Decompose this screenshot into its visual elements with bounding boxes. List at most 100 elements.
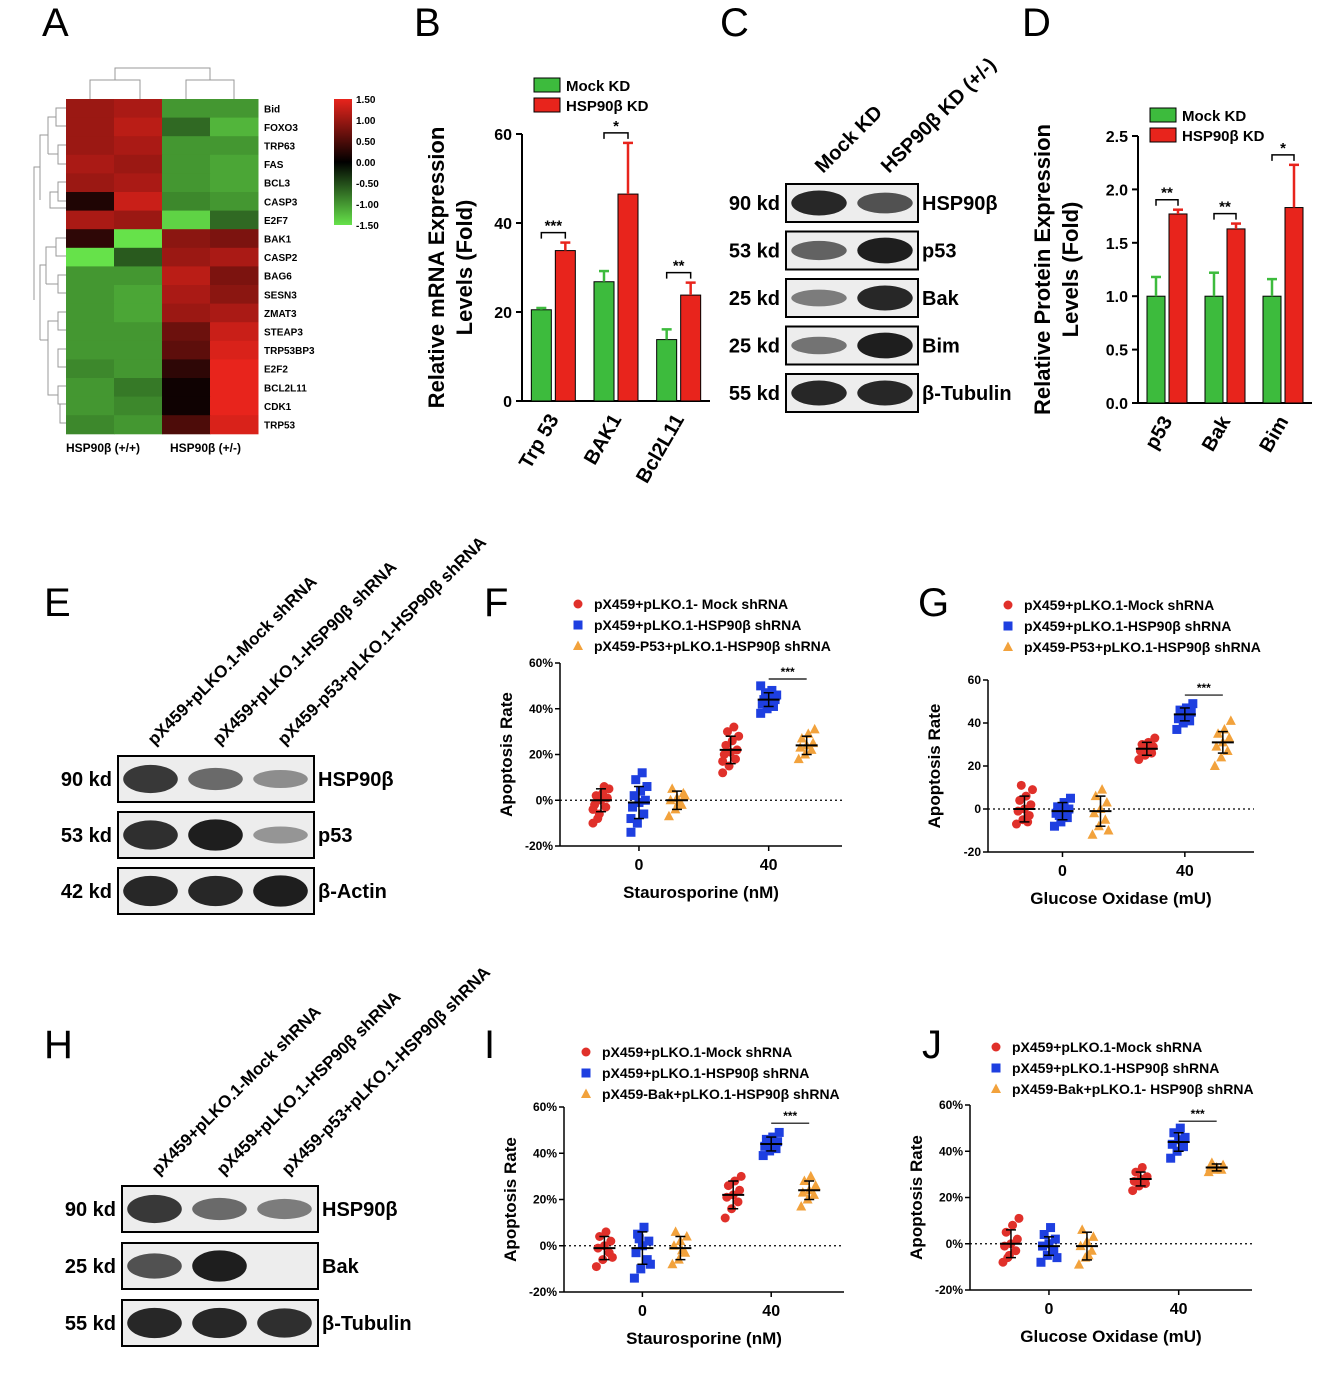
heatmap-cell	[162, 210, 211, 230]
significance-bracket	[1271, 154, 1295, 161]
legend-swatch	[533, 77, 561, 93]
y-tick-label: 40%	[529, 702, 553, 716]
panel-letter-d: D	[1022, 1, 1051, 45]
x-axis-label: Staurosporine (nM)	[626, 1329, 782, 1348]
legend-swatch	[1149, 107, 1177, 123]
data-point	[601, 1227, 611, 1237]
x-tick-label: 40	[760, 857, 778, 874]
data-point	[607, 1252, 617, 1262]
y-tick-label: 2.0	[1106, 182, 1128, 199]
data-point	[1073, 1259, 1084, 1269]
blot-size-label: 90 kd	[729, 193, 780, 215]
data-point	[1011, 819, 1021, 829]
blot-band	[188, 875, 243, 907]
data-point	[1056, 817, 1066, 827]
bar	[680, 294, 702, 402]
data-point	[1172, 724, 1182, 734]
significance-bracket	[1155, 198, 1179, 206]
data-point	[670, 1226, 681, 1236]
data-point	[1209, 760, 1220, 770]
blot-protein-label: HSP90β	[322, 1199, 398, 1221]
heatmap-cell	[114, 247, 163, 267]
heatmap-cell	[66, 378, 115, 398]
data-point	[636, 786, 646, 796]
y-tick-label: 0.0	[1106, 396, 1128, 413]
bar	[530, 309, 552, 402]
blot-band	[192, 1307, 247, 1339]
y-tick-label: 40	[968, 716, 982, 730]
data-point	[633, 1229, 643, 1239]
significance-label: ***	[783, 1109, 797, 1123]
blot-band	[791, 240, 847, 261]
data-point	[642, 1255, 652, 1265]
blot-band	[188, 767, 243, 791]
data-point	[720, 1213, 730, 1223]
bar-chart-b: 0 20 40 60 *** Trp 53 * BAK1 ** Bcl2L11 Relative m…	[424, 77, 710, 487]
legend-label: HSP90β KD	[566, 98, 649, 115]
heatmap-cell	[66, 285, 115, 305]
y-tick-label: 20%	[939, 1191, 963, 1205]
heatmap-cell	[114, 396, 163, 416]
bar	[554, 250, 576, 402]
y-axis-label: Levels (Fold)	[452, 200, 477, 336]
x-tick-label: 0	[1058, 863, 1067, 880]
x-tick-label: 0	[635, 857, 644, 874]
blot-size-label: 53 kd	[61, 825, 112, 847]
significance-label: **	[1219, 199, 1231, 216]
data-point	[1166, 1153, 1176, 1163]
group-label: HSP90β (+/-)	[170, 441, 241, 455]
gene-label: FAS	[264, 160, 284, 171]
heatmap-cell	[114, 210, 163, 230]
gene-label: BAK1	[264, 235, 292, 246]
data-point	[773, 1137, 783, 1147]
data-point	[723, 1181, 733, 1191]
blot-band	[257, 1198, 312, 1220]
data-point	[1175, 1123, 1185, 1133]
data-point	[1087, 829, 1098, 839]
data-point	[722, 727, 732, 737]
heatmap-cell	[66, 229, 115, 249]
x-tick-label: 0	[638, 1303, 647, 1320]
data-point	[767, 685, 777, 695]
panel-letter-i: I	[484, 1023, 495, 1067]
heatmap-cell	[162, 247, 211, 267]
blot-size-label: 25 kd	[65, 1256, 116, 1278]
heatmap-cell	[210, 154, 259, 174]
gene-label: SESN3	[264, 290, 297, 301]
blot-band	[857, 380, 913, 406]
y-tick-label: 20	[494, 305, 512, 322]
data-point	[581, 1088, 591, 1098]
column-dendrogram	[89, 67, 235, 99]
blot-band	[791, 289, 847, 307]
blot-protein-label: Bak	[922, 288, 960, 310]
heatmap-cell	[210, 266, 259, 286]
heatmap-cell	[66, 210, 115, 230]
significance-label: ***	[1191, 1107, 1205, 1121]
heatmap-cell	[66, 415, 115, 435]
data-point	[581, 1068, 591, 1078]
data-point	[677, 1244, 687, 1255]
heatmap-cell	[66, 192, 115, 212]
heatmap-cell	[210, 322, 259, 342]
blot-band	[253, 826, 308, 844]
heatmap-cell	[114, 266, 163, 286]
gene-label: Bid	[264, 104, 280, 115]
gene-label: ZMAT3	[264, 309, 297, 320]
data-point	[573, 620, 583, 630]
blot-band	[192, 1250, 247, 1282]
data-point	[640, 795, 650, 805]
bar	[656, 339, 678, 402]
heatmap-cell	[210, 136, 259, 156]
x-tick-label: 40	[762, 1303, 780, 1320]
significance-label: *	[1280, 140, 1286, 157]
heatmap-cell	[66, 247, 115, 267]
blot-size-label: 42 kd	[61, 881, 112, 903]
blot-band	[123, 764, 178, 794]
blot-size-label: 55 kd	[65, 1313, 116, 1335]
data-point	[718, 768, 728, 778]
data-point	[809, 723, 820, 734]
panel-letter-e: E	[44, 581, 71, 625]
blot-size-label: 53 kd	[729, 241, 780, 263]
y-axis-label: Levels (Fold)	[1058, 202, 1083, 338]
y-tick-label: -20%	[935, 1283, 963, 1297]
